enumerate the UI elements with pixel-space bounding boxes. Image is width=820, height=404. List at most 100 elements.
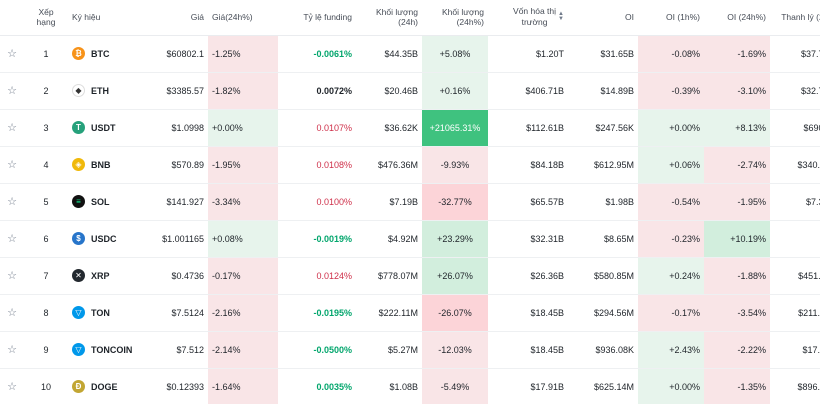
table-row-usdt[interactable]: ☆ 3 T USDT $1.0998 +0.00% 0.0107% $36.62… xyxy=(0,109,820,147)
symbol-cell[interactable]: ▽ TON xyxy=(68,294,138,332)
symbol-cell[interactable]: $ USDC xyxy=(68,220,138,258)
market-cap-cell: $84.18B xyxy=(488,146,568,184)
favorite-star-icon[interactable]: ☆ xyxy=(0,146,24,184)
symbol-label: USDT xyxy=(91,122,116,133)
table-row-sol[interactable]: ☆ 5 ≡ SOL $141.927 -3.34% 0.0100% $7.19B… xyxy=(0,183,820,221)
favorite-star-icon[interactable]: ☆ xyxy=(0,294,24,332)
favorite-star-icon[interactable]: ☆ xyxy=(0,35,24,73)
volume-change-24h-cell: +23.29% xyxy=(422,220,488,258)
rank-cell: 1 xyxy=(24,35,68,73)
liquidation-cell: $32.72M xyxy=(770,72,820,110)
volume-change-24h-cell: -5.49% xyxy=(422,368,488,404)
volume-cell: $1.08B xyxy=(356,368,422,404)
price-cell: $7.5124 xyxy=(138,294,208,332)
funding-rate-cell: -0.0500% xyxy=(278,331,356,369)
oi-change-24h-cell: +10.19% xyxy=(704,220,770,258)
header-rank[interactable]: Xếp hạng xyxy=(24,0,68,36)
liquidation-cell: $17.79K xyxy=(770,331,820,369)
header-oi-1h[interactable]: OI (1h%) xyxy=(638,0,704,36)
header-oi-24h[interactable]: OI (24h%) xyxy=(704,0,770,36)
liquidation-cell: $7.33M xyxy=(770,183,820,221)
symbol-cell[interactable]: Ð DOGE xyxy=(68,368,138,404)
market-cap-cell: $112.61B xyxy=(488,109,568,147)
oi-cell: $1.98B xyxy=(568,183,638,221)
table-row-usdc[interactable]: ☆ 6 $ USDC $1.001165 +0.08% -0.0019% $4.… xyxy=(0,220,820,258)
favorite-star-icon[interactable]: ☆ xyxy=(0,257,24,295)
table-row-btc[interactable]: ☆ 1 ₿ BTC $60802.1 -1.25% -0.0061% $44.3… xyxy=(0,35,820,73)
oi-cell: $8.65M xyxy=(568,220,638,258)
rank-cell: 10 xyxy=(24,368,68,404)
table-row-doge[interactable]: ☆ 10 Ð DOGE $0.12393 -1.64% 0.0035% $1.0… xyxy=(0,368,820,404)
header-oi[interactable]: OI xyxy=(568,0,638,36)
ton-icon: ▽ xyxy=(72,306,85,319)
funding-rate-cell: 0.0100% xyxy=(278,183,356,221)
oi-change-24h-cell: -3.54% xyxy=(704,294,770,332)
volume-cell: $778.07M xyxy=(356,257,422,295)
favorite-star-icon[interactable]: ☆ xyxy=(0,183,24,221)
header-price-24h[interactable]: Giá(24h%) xyxy=(208,0,278,36)
symbol-label: BNB xyxy=(91,159,111,170)
oi-cell: $612.95M xyxy=(568,146,638,184)
oi-change-1h-cell: +0.00% xyxy=(638,109,704,147)
header-symbol[interactable]: Ký hiệu xyxy=(68,0,138,36)
header-market-cap[interactable]: Vốn hóa thị trường ▲ ▼ xyxy=(488,0,568,36)
table-row-xrp[interactable]: ☆ 7 ✕ XRP $0.4736 -0.17% 0.0124% $778.07… xyxy=(0,257,820,295)
volume-cell: $20.46B xyxy=(356,72,422,110)
rank-cell: 5 xyxy=(24,183,68,221)
doge-icon: Ð xyxy=(72,380,85,393)
oi-cell: $294.56M xyxy=(568,294,638,332)
volume-change-24h-cell: -32.77% xyxy=(422,183,488,221)
header-volume[interactable]: Khối lượng (24h) xyxy=(356,0,422,36)
rank-cell: 9 xyxy=(24,331,68,369)
favorite-star-icon[interactable]: ☆ xyxy=(0,331,24,369)
symbol-label: BTC xyxy=(91,48,110,59)
symbol-cell[interactable]: ◆ ETH xyxy=(68,72,138,110)
symbol-cell[interactable]: ≡ SOL xyxy=(68,183,138,221)
rank-cell: 8 xyxy=(24,294,68,332)
funding-rate-cell: -0.0195% xyxy=(278,294,356,332)
sort-icon[interactable]: ▲ ▼ xyxy=(558,11,564,23)
volume-change-24h-cell: +21065.31% xyxy=(422,109,488,147)
bnb-icon: ◈ xyxy=(72,158,85,171)
symbol-label: USDC xyxy=(91,233,117,244)
volume-change-24h-cell: +5.08% xyxy=(422,35,488,73)
price-cell: $141.927 xyxy=(138,183,208,221)
oi-change-1h-cell: +2.43% xyxy=(638,331,704,369)
header-market-cap-line2: trường xyxy=(521,17,548,28)
liquidation-cell: $340.88K xyxy=(770,146,820,184)
header-price[interactable]: Giá xyxy=(138,0,208,36)
market-cap-cell: $18.45B xyxy=(488,294,568,332)
price-change-24h-cell: -2.14% xyxy=(208,331,278,369)
funding-rate-cell: -0.0061% xyxy=(278,35,356,73)
symbol-label: ETH xyxy=(91,85,109,96)
volume-cell: $7.19B xyxy=(356,183,422,221)
header-liquidation[interactable]: Thanh lý (24h) xyxy=(770,0,820,36)
symbol-cell[interactable]: ▽ TONCOIN xyxy=(68,331,138,369)
table-row-bnb[interactable]: ☆ 4 ◈ BNB $570.89 -1.95% 0.0108% $476.36… xyxy=(0,146,820,184)
price-cell: $0.12393 xyxy=(138,368,208,404)
volume-cell: $222.11M xyxy=(356,294,422,332)
header-volume-24h[interactable]: Khối lượng (24h%) xyxy=(422,0,488,36)
table-row-toncoin[interactable]: ☆ 9 ▽ TONCOIN $7.512 -2.14% -0.0500% $5.… xyxy=(0,331,820,369)
rank-cell: 2 xyxy=(24,72,68,110)
oi-cell: $247.56K xyxy=(568,109,638,147)
header-funding[interactable]: Tỷ lệ funding xyxy=(278,0,356,36)
symbol-cell[interactable]: ✕ XRP xyxy=(68,257,138,295)
symbol-cell[interactable]: ◈ BNB xyxy=(68,146,138,184)
oi-change-1h-cell: -0.39% xyxy=(638,72,704,110)
table-row-ton[interactable]: ☆ 8 ▽ TON $7.5124 -2.16% -0.0195% $222.1… xyxy=(0,294,820,332)
table-row-eth[interactable]: ☆ 2 ◆ ETH $3385.57 -1.82% 0.0072% $20.46… xyxy=(0,72,820,110)
favorite-star-icon[interactable]: ☆ xyxy=(0,220,24,258)
favorite-star-icon[interactable]: ☆ xyxy=(0,368,24,404)
symbol-label: TONCOIN xyxy=(91,344,133,355)
symbol-cell[interactable]: T USDT xyxy=(68,109,138,147)
funding-rate-cell: 0.0072% xyxy=(278,72,356,110)
symbol-label: TON xyxy=(91,307,110,318)
favorite-star-icon[interactable]: ☆ xyxy=(0,72,24,110)
price-change-24h-cell: +0.00% xyxy=(208,109,278,147)
symbol-cell[interactable]: ₿ BTC xyxy=(68,35,138,73)
market-cap-cell: $1.20T xyxy=(488,35,568,73)
oi-change-1h-cell: -0.23% xyxy=(638,220,704,258)
favorite-star-icon[interactable]: ☆ xyxy=(0,109,24,147)
rank-cell: 7 xyxy=(24,257,68,295)
